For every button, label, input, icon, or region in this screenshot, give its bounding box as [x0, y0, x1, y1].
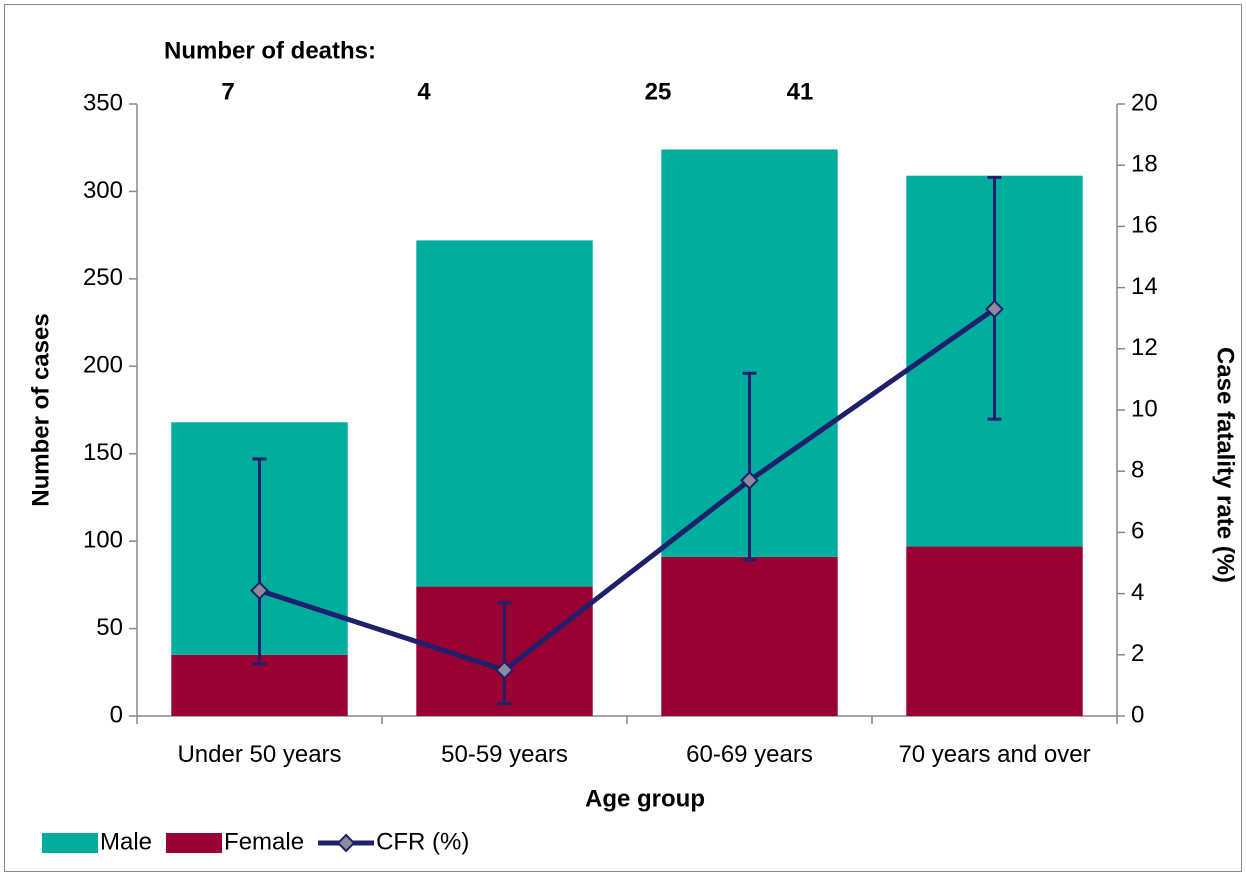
legend-label: Male [100, 828, 152, 855]
cfr-marker [740, 470, 759, 490]
y-tick-label: 250 [83, 264, 123, 291]
x-tick-label: 70 years and over [898, 741, 1091, 768]
y-axis-title: Number of cases [27, 313, 54, 506]
legend-swatch [42, 833, 98, 853]
y2-tick-label: 20 [1131, 89, 1158, 116]
y-tick-label: 100 [83, 526, 123, 553]
y2-tick-label: 4 [1131, 579, 1144, 606]
annotation-title: Number of deaths: [164, 37, 376, 64]
y-tick-label: 150 [83, 439, 123, 466]
legend-label: Female [224, 828, 304, 855]
annotation-value: 4 [417, 78, 431, 105]
y2-tick-label: 14 [1131, 273, 1158, 300]
annotation-value: 7 [221, 78, 234, 105]
y2-tick-label: 12 [1131, 334, 1158, 361]
cfr-marker [985, 299, 1004, 319]
y2-tick-label: 6 [1131, 518, 1144, 545]
cfr-marker [495, 660, 514, 680]
y2-tick-label: 10 [1131, 395, 1158, 422]
annotation-value: 41 [787, 78, 814, 105]
cfr-line [258, 306, 996, 673]
y2-tick-label: 0 [1131, 701, 1144, 728]
bar [416, 240, 593, 587]
y2-tick-label: 18 [1131, 151, 1158, 178]
y-tick-label: 0 [110, 701, 123, 728]
x-tick-label: 50-59 years [441, 741, 568, 768]
bar [661, 556, 838, 716]
y2-axis-title: Case fatality rate (%) [1212, 347, 1239, 583]
x-tick-label: 60-69 years [686, 741, 813, 768]
bar [906, 546, 1083, 716]
x-axis-title: Age group [585, 785, 705, 812]
legend-marker [336, 833, 356, 853]
annotation-value: 25 [645, 78, 672, 105]
y-tick-label: 50 [96, 614, 123, 641]
y2-tick-label: 8 [1131, 457, 1144, 484]
y-tick-label: 300 [83, 177, 123, 204]
x-tick-label: Under 50 years [177, 741, 342, 768]
legend-swatch [166, 833, 223, 853]
y2-tick-label: 16 [1131, 212, 1158, 239]
legend-label: CFR (%) [376, 828, 469, 855]
y2-tick-label: 2 [1131, 640, 1144, 667]
y-tick-label: 200 [83, 352, 123, 379]
cfr-marker [250, 581, 269, 600]
y-tick-label: 350 [83, 89, 123, 116]
